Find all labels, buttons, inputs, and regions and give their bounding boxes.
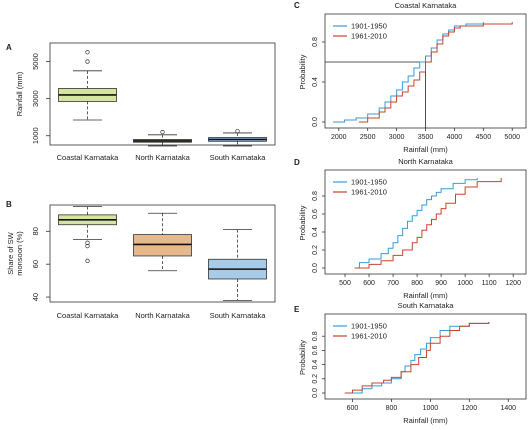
- panel-letter: C: [294, 1, 300, 10]
- series-line-1901-1950: [333, 22, 484, 123]
- y-axis-label: Probability: [298, 54, 307, 89]
- legend-label: 1961-2010: [351, 188, 387, 197]
- x-tick-label: 600: [363, 280, 375, 287]
- legend-box: [331, 20, 401, 42]
- y-tick-label: 0.4: [312, 227, 319, 237]
- plot-frame: [324, 169, 527, 275]
- box-iqr: [133, 234, 192, 257]
- x-tick-label: 5000: [504, 134, 520, 141]
- y-tick-label: 0.8: [312, 331, 319, 341]
- y-tick-label: 0.8: [312, 37, 319, 47]
- x-tick-label: 500: [339, 280, 351, 287]
- panel-letter: E: [294, 305, 300, 314]
- series-line-1961-2010: [354, 178, 502, 269]
- x-tick-label: 1000: [423, 405, 439, 412]
- x-axis-label: Rainfall (mm): [403, 416, 448, 425]
- series-line-1901-1950: [354, 178, 478, 269]
- chart-title: Coastal Karnataka: [395, 1, 458, 10]
- x-tick-label: 600: [347, 405, 359, 412]
- category-label: Coastal Karnataka: [57, 311, 120, 320]
- x-tick-label: 4500: [476, 134, 492, 141]
- outlier-point: [160, 129, 165, 135]
- y-tick-label: 0.6: [312, 345, 319, 355]
- panel-b: B 40 60 80 Share of SW monsoon (%) Coastal Kar…: [6, 200, 276, 320]
- y-tick-label: 5000: [31, 53, 40, 70]
- y-tick-label: 0.2: [312, 374, 319, 384]
- x-tick-label: 3500: [418, 134, 434, 141]
- x-tick-label: 1100: [482, 280, 497, 287]
- chart-title: North Karnataka: [398, 157, 453, 166]
- box-2: [133, 129, 192, 147]
- category-label: South Karnataka: [210, 311, 267, 320]
- x-tick-label: 3000: [389, 134, 405, 141]
- y-tick-label: 0.0: [312, 388, 319, 398]
- y-tick-label: 0.6: [312, 209, 319, 219]
- x-tick-label: 1200: [462, 405, 478, 412]
- box-2: [133, 212, 192, 272]
- outlier-point: [85, 243, 90, 249]
- x-tick-label: 1200: [505, 280, 521, 287]
- panel-e: E South Karnataka 600 800 1000 1200 1400 Rainfa…: [294, 301, 527, 425]
- x-tick-label: 900: [435, 280, 447, 287]
- outlier-point: [85, 258, 90, 264]
- y-tick-label: 80: [31, 227, 40, 235]
- y-tick-label: 0.8: [312, 191, 319, 201]
- y-tick-label: 0.0: [312, 117, 319, 127]
- category-label: North Karnataka: [135, 153, 190, 162]
- y-axis-label: Probability: [298, 340, 307, 375]
- y-tick-label: 0.2: [312, 245, 319, 255]
- y-tick-label: 3000: [31, 90, 40, 107]
- x-tick-label: 1000: [457, 280, 473, 287]
- plot-frame: [324, 313, 527, 400]
- x-tick-label: 800: [411, 280, 423, 287]
- series-line-1961-2010: [359, 22, 513, 123]
- y-axis-label: monsoon (%): [15, 231, 24, 276]
- series-line-1961-2010: [344, 322, 490, 394]
- y-tick-label: 60: [31, 260, 40, 268]
- y-tick-label: 40: [31, 293, 40, 301]
- outlier-point: [235, 128, 240, 134]
- x-axis-label: Rainfall (mm): [403, 145, 448, 154]
- panel-letter: B: [6, 200, 12, 209]
- box-3: [208, 229, 267, 301]
- category-label: Coastal Karnataka: [57, 153, 120, 162]
- panel-c: C Coastal Karnataka 2000 2500 3000 3500 4000 45…: [294, 1, 527, 154]
- legend-label: 1901-1950: [351, 178, 387, 187]
- box-3: [208, 128, 267, 147]
- legend-label: 1961-2010: [351, 332, 387, 341]
- y-axis-label: Rainfall (mm): [15, 71, 24, 116]
- x-tick-label: 800: [386, 405, 398, 412]
- y-tick-label: 0.0: [312, 263, 319, 273]
- panel-d: D North Karnataka 500 600 700 800 900 1000 1100 1…: [294, 157, 527, 300]
- category-label: North Karnataka: [135, 311, 190, 320]
- legend-label: 1961-2010: [351, 32, 387, 41]
- x-tick-label: 2000: [331, 134, 347, 141]
- x-tick-label: 4000: [447, 134, 463, 141]
- legend-box: [331, 176, 401, 198]
- y-tick-label: 1000: [31, 127, 40, 144]
- outlier-point: [85, 50, 90, 55]
- legend-label: 1901-1950: [351, 322, 387, 331]
- box-1: [58, 206, 117, 264]
- legend-box: [331, 320, 401, 342]
- panel-letter: D: [294, 158, 300, 167]
- panel-letter: A: [6, 43, 12, 52]
- y-tick-label: 0.4: [312, 360, 319, 370]
- panel-a: A 1000 3000 5000 Rainfall (mm) Coastal Karnat…: [6, 42, 276, 162]
- y-axis-label: Share of SW: [6, 231, 15, 274]
- outlier-point: [85, 59, 90, 64]
- x-tick-label: 1400: [500, 405, 516, 412]
- category-label: South Karnataka: [210, 153, 267, 162]
- box-1: [58, 50, 117, 121]
- y-axis-label: Probability: [298, 205, 307, 240]
- plot-frame: [49, 204, 276, 303]
- x-tick-label: 700: [387, 280, 399, 287]
- legend-label: 1901-1950: [351, 22, 387, 31]
- chart-title: South Karnataka: [398, 301, 455, 310]
- x-axis-label: Rainfall (mm): [403, 291, 448, 300]
- y-tick-label: 0.4: [312, 77, 319, 87]
- x-tick-label: 2500: [360, 134, 376, 141]
